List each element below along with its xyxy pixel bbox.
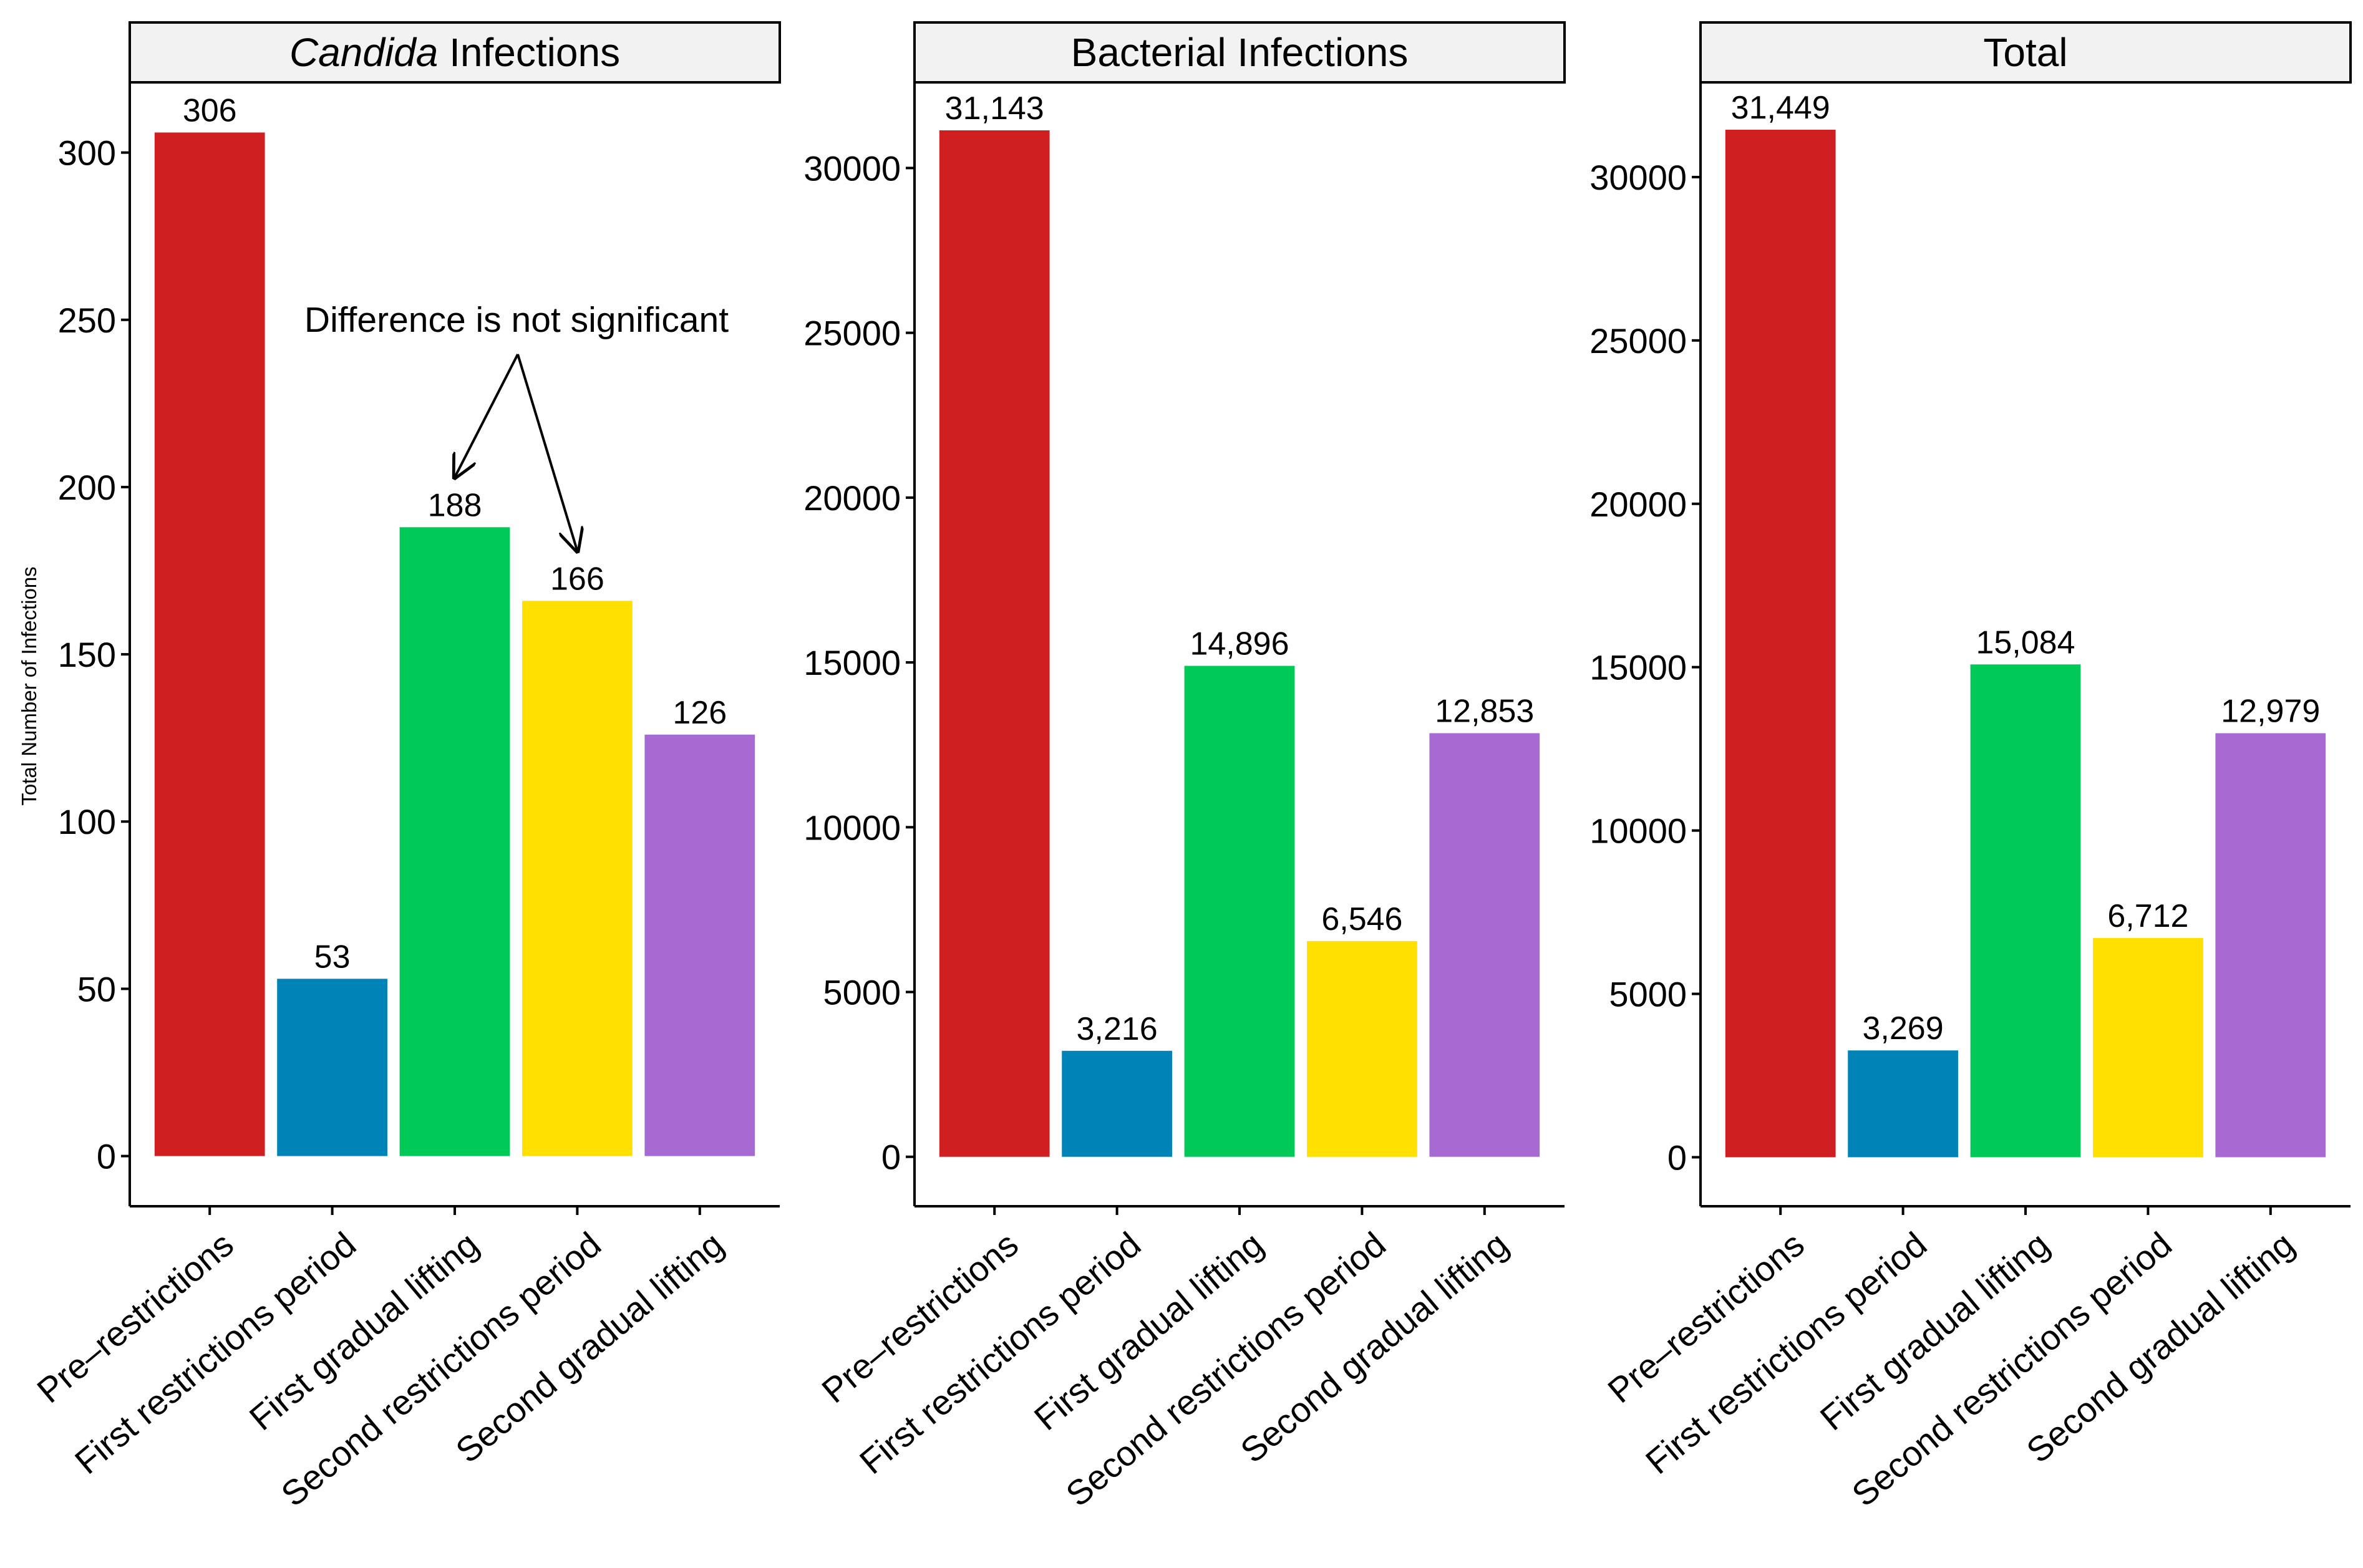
data-label: 306 [183,92,237,128]
x-tick-label: First gradual lifting [242,1224,486,1438]
y-tick-label: 20000 [1589,485,1687,524]
data-label: 14,896 [1190,626,1289,662]
y-tick-label: 25000 [803,314,901,353]
y-axis-label: Total Number of Infections [17,566,41,805]
y-tick-label: 200 [58,468,116,507]
panel-1: Candida Infections050100150200250300306P… [29,21,781,1514]
panel-title: Candida Infections [289,30,620,75]
data-label: 6,546 [1321,901,1402,937]
bar-first-gradual [1184,665,1295,1157]
y-tick-label: 15000 [1589,648,1687,687]
data-label: 126 [672,695,727,731]
panel-title-rest: Infections [438,30,620,75]
annotation-text: Difference is not significant [304,300,729,340]
y-tick-label: 0 [97,1137,116,1176]
y-tick-label: 50 [77,969,116,1009]
data-label: 53 [314,939,351,975]
bar-second-gradual [1429,733,1540,1157]
data-label: 15,084 [1976,624,2075,661]
x-tick-label: First gradual lifting [1813,1224,2057,1438]
y-tick-label: 15000 [803,643,901,682]
y-tick-label: 10000 [803,808,901,847]
data-label: 3,269 [1863,1010,1944,1047]
y-tick-label: 150 [58,635,116,674]
y-tick-label: 5000 [823,973,901,1012]
bar-first-restrictions [277,979,387,1156]
y-tick-label: 30000 [803,148,901,188]
panel-title-strip [1699,21,2352,84]
y-tick-label: 250 [58,301,116,340]
data-label: 188 [428,487,482,523]
panel-3: Total 0 5000 10000 15000 20000 25000 30000 31,44… [1589,21,2352,1514]
data-label: 12,979 [2221,694,2320,730]
bar-first-gradual [399,527,510,1156]
bar-pre-restrictions [939,130,1050,1157]
data-label: 166 [550,561,604,597]
bar-second-restrictions [2093,937,2203,1158]
bar-first-restrictions [1062,1050,1172,1157]
data-label: 31,143 [945,90,1044,127]
bar-second-restrictions [522,601,633,1156]
annotation-arrow [517,354,577,551]
y-tick-label: 0 [1667,1138,1687,1177]
data-label: 31,449 [1731,90,1830,126]
y-tick-label: 20000 [803,478,901,518]
bar-pre-restrictions [154,132,265,1156]
panel-title-strip [913,21,1566,84]
chart-panels: Candida Infections050100150200250300306P… [29,21,2352,1514]
bar-pre-restrictions [1725,130,1836,1158]
panel-2: Bacterial Infections 0 5000 10000 15000 20000… [803,21,1566,1514]
data-label: 3,216 [1077,1011,1158,1047]
bar-first-restrictions [1848,1050,1958,1158]
bar-second-gradual [2215,733,2326,1158]
panel-title-italic: Candida [289,30,438,75]
x-tick-label: First gradual lifting [1027,1224,1271,1438]
annotation-arrow [455,354,519,477]
y-tick-label: 10000 [1589,811,1687,851]
data-label: 12,853 [1435,694,1534,730]
data-label: 6,712 [2107,898,2188,934]
significance-annotation: Difference is not significant [304,300,729,551]
bar-first-gradual [1970,664,2081,1158]
panel-title: Bacterial Infections [1071,30,1409,75]
y-tick-label: 5000 [1609,975,1687,1014]
panel-title-strip [129,21,781,84]
y-tick-label: 25000 [1589,321,1687,361]
bar-second-restrictions [1307,941,1417,1157]
y-tick-label: 30000 [1589,158,1687,197]
y-tick-label: 0 [881,1138,901,1177]
y-tick-label: 100 [58,802,116,841]
y-tick-label: 300 [58,133,116,173]
panel-title: Total [1983,30,2067,75]
bar-second-gradual [644,734,755,1156]
